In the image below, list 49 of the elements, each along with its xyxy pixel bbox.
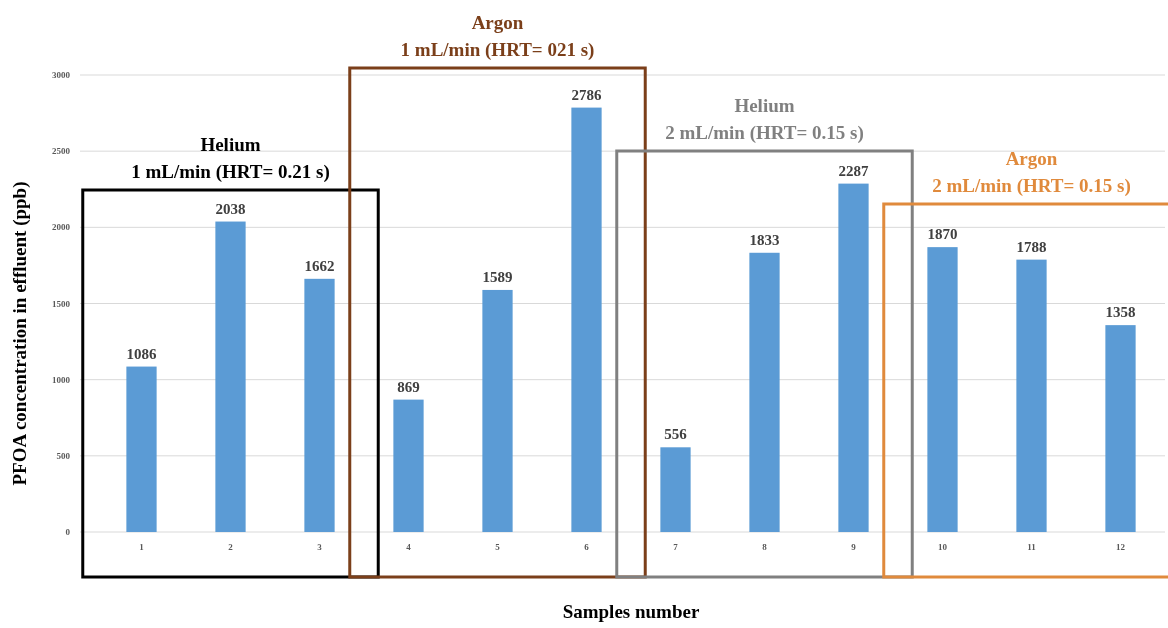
bar	[1105, 325, 1136, 532]
data-label: 1589	[482, 268, 513, 285]
x-tick-label: 10	[938, 542, 948, 552]
y-tick-label: 500	[56, 450, 71, 461]
bar	[304, 278, 335, 532]
y-tick-label: 2500	[52, 146, 71, 157]
y-tick-label: 3000	[52, 70, 71, 81]
x-tick-label: 9	[851, 542, 857, 552]
y-tick-label: 1500	[52, 298, 71, 309]
bar	[749, 252, 780, 532]
data-label: 1086	[126, 345, 157, 362]
bar	[482, 289, 513, 532]
data-label: 1833	[749, 231, 780, 248]
bar	[215, 221, 246, 532]
x-tick-label: 1	[139, 542, 145, 552]
bar	[126, 366, 157, 532]
text: Argon 1 mL/min (HRT= 021 s)	[400, 12, 595, 61]
annotation: Helium 2 mL/min (HRT= 0.15 s)	[665, 95, 864, 144]
annotation: Helium 1 mL/min (HRT= 0.21 s)	[131, 134, 330, 183]
data-label: 2038	[215, 200, 246, 217]
x-tick-label: 8	[762, 542, 768, 552]
data-label: 1788	[1016, 238, 1047, 255]
x-tick-label: 11	[1027, 542, 1037, 552]
y-axis-title: PFOA concentration in effluent (ppb)	[9, 181, 31, 486]
bar	[838, 183, 869, 532]
x-tick-label: 12	[1116, 542, 1126, 552]
data-label: 2287	[838, 162, 869, 179]
data-label: 1358	[1105, 304, 1136, 321]
bar	[1016, 259, 1047, 532]
x-tick-label: 3	[317, 542, 323, 552]
data-label: 1870	[927, 226, 958, 243]
bar	[571, 107, 602, 532]
data-label: 869	[397, 378, 420, 395]
bar	[927, 247, 958, 532]
bar	[393, 399, 424, 532]
y-tick-label: 0	[65, 527, 71, 538]
bar	[660, 447, 691, 532]
x-tick-label: 6	[584, 542, 590, 552]
x-tick-label: 5	[495, 542, 501, 552]
x-tick-label: 7	[673, 542, 679, 552]
y-tick-label: 1000	[52, 374, 71, 385]
x-tick-label: 4	[406, 542, 412, 552]
y-tick-label: 2000	[52, 222, 71, 233]
data-label: 556	[664, 426, 688, 443]
x-axis-title: Samples number	[562, 601, 700, 622]
annotation: Argon 2 mL/min (HRT= 0.15 s)	[932, 148, 1131, 197]
data-label: 1662	[304, 257, 335, 274]
data-label: 2786	[571, 86, 602, 103]
x-tick-label: 2	[228, 542, 234, 552]
